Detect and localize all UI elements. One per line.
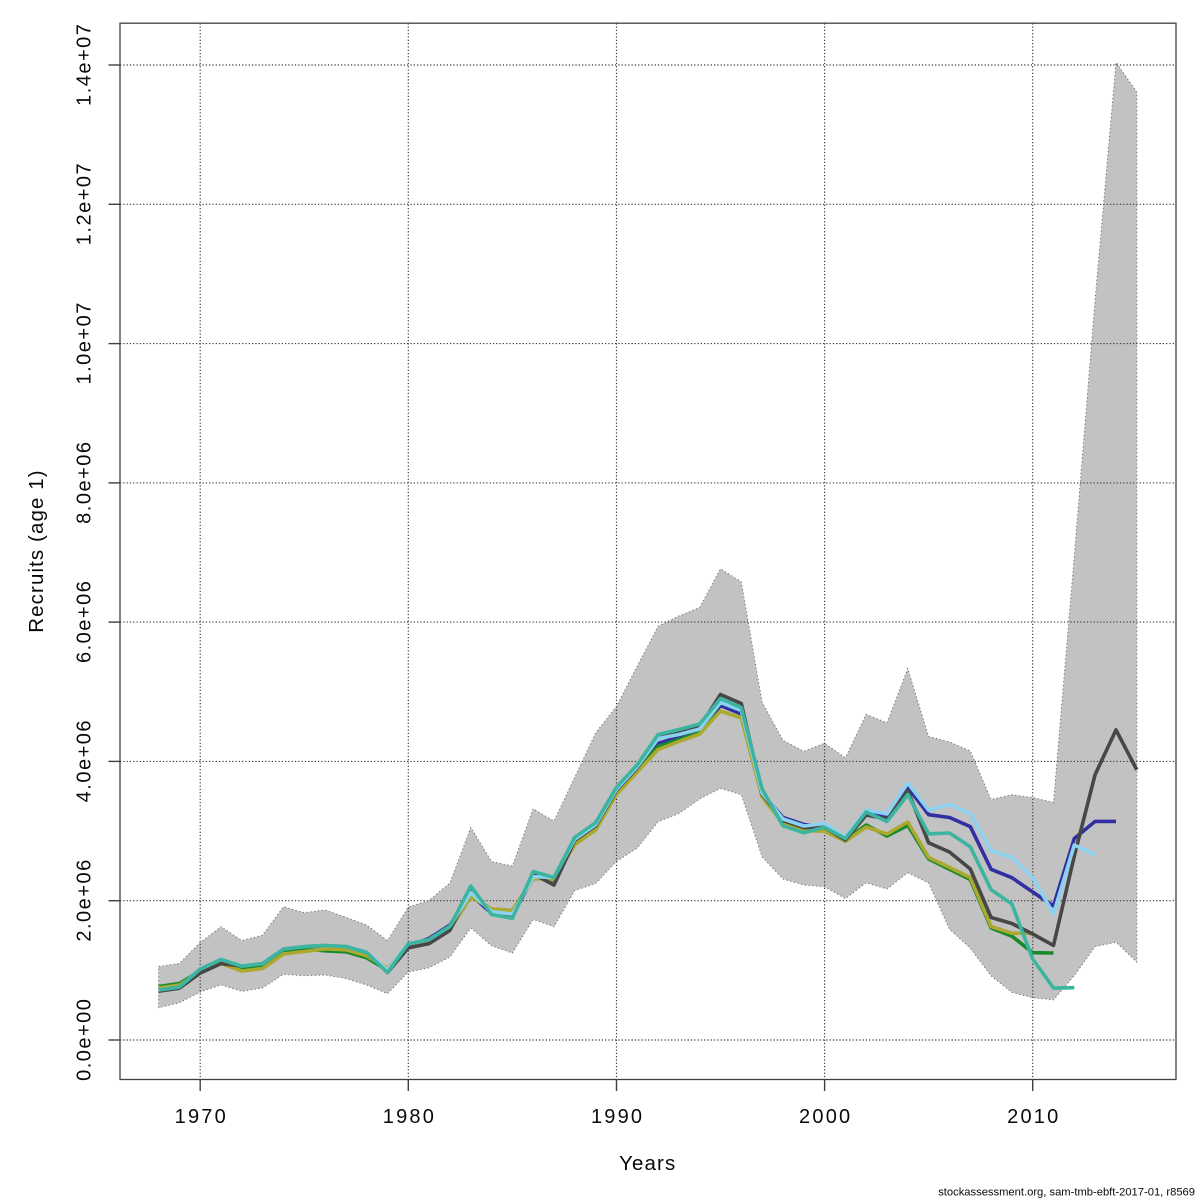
svg-text:1.0e+07: 1.0e+07 (74, 301, 96, 384)
svg-text:1.4e+07: 1.4e+07 (74, 23, 96, 106)
svg-text:2010: 2010 (1007, 1106, 1060, 1128)
svg-text:6.0e+06: 6.0e+06 (74, 580, 96, 663)
svg-text:1990: 1990 (591, 1106, 644, 1128)
svg-text:4.0e+06: 4.0e+06 (74, 719, 96, 802)
svg-text:1980: 1980 (383, 1106, 436, 1128)
svg-text:0.0e+00: 0.0e+00 (74, 998, 96, 1081)
svg-text:2.0e+06: 2.0e+06 (74, 858, 96, 941)
svg-text:2000: 2000 (799, 1106, 852, 1128)
svg-text:1970: 1970 (175, 1106, 228, 1128)
svg-text:Recruits (age 1): Recruits (age 1) (25, 469, 48, 632)
svg-text:Years: Years (619, 1152, 676, 1175)
svg-text:8.0e+06: 8.0e+06 (74, 440, 96, 523)
svg-text:stockassessment.org, sam-tmb-e: stockassessment.org, sam-tmb-ebft-2017-0… (938, 1187, 1195, 1199)
svg-text:1.2e+07: 1.2e+07 (74, 162, 96, 245)
